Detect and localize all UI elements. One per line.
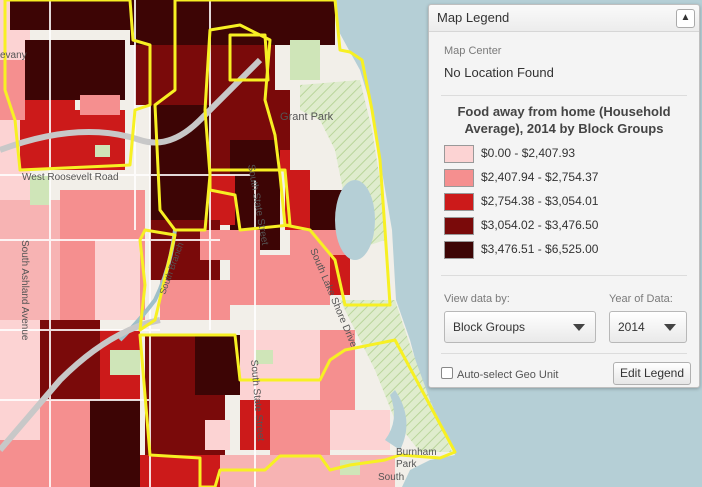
edit-legend-button[interactable]: Edit Legend (613, 362, 691, 385)
label-ashland: South Ashland Avenue (19, 240, 30, 341)
view-by-select[interactable]: Block Groups (444, 311, 596, 343)
year-select[interactable]: 2014 (609, 311, 687, 343)
legend-swatch (444, 193, 474, 211)
label-frag-bottom: South (378, 472, 404, 483)
label-grant-park: Grant Park (280, 111, 334, 123)
year-value: 2014 (618, 320, 645, 334)
divider (441, 95, 687, 96)
label-burnham: Burnham (396, 447, 437, 458)
checkbox[interactable] (441, 367, 453, 379)
caret-down-icon (573, 324, 585, 331)
legend-swatch (444, 169, 474, 187)
divider (441, 353, 687, 354)
map-legend-panel: Map Legend ▲ Map Center No Location Foun… (428, 4, 700, 388)
legend-data-title: Food away from home (Household Average),… (457, 104, 671, 136)
legend-swatch (444, 145, 474, 163)
label-roosevelt: West Roosevelt Road (22, 172, 119, 183)
label-park: Park (396, 459, 418, 470)
highway (0, 57, 263, 153)
view-by-value: Block Groups (453, 320, 526, 334)
selected-area-boundary (3, 0, 457, 487)
legend-item-label: $0.00 - $2,407.93 (481, 146, 576, 160)
auto-select-geo-unit[interactable]: Auto-select Geo Unit (441, 367, 559, 381)
burnham-harbor (385, 390, 407, 450)
map-center-value: No Location Found (444, 65, 554, 80)
legend-item-label: $2,407.94 - $2,754.37 (481, 170, 599, 184)
legend-header: Map Legend ▲ (429, 5, 699, 32)
lakefront-park (340, 300, 452, 452)
legend-swatch (444, 217, 474, 235)
legend-item-label: $3,054.02 - $3,476.50 (481, 218, 599, 232)
legend-item-label: $2,754.38 - $3,054.01 (481, 194, 599, 208)
chevron-up-icon[interactable]: ▲ (676, 9, 695, 28)
divider (441, 275, 687, 276)
label-frag-top: evany (0, 50, 27, 61)
caret-down-icon (664, 324, 676, 331)
auto-select-label: Auto-select Geo Unit (457, 369, 559, 381)
legend-swatch (444, 241, 474, 259)
legend-item-label: $3,476.51 - $6,525.00 (481, 242, 599, 256)
legend-title: Map Legend (437, 10, 510, 25)
year-label: Year of Data: (609, 293, 673, 305)
view-by-label: View data by: (444, 293, 510, 305)
map-center-label: Map Center (444, 45, 502, 57)
harbor (335, 180, 375, 260)
